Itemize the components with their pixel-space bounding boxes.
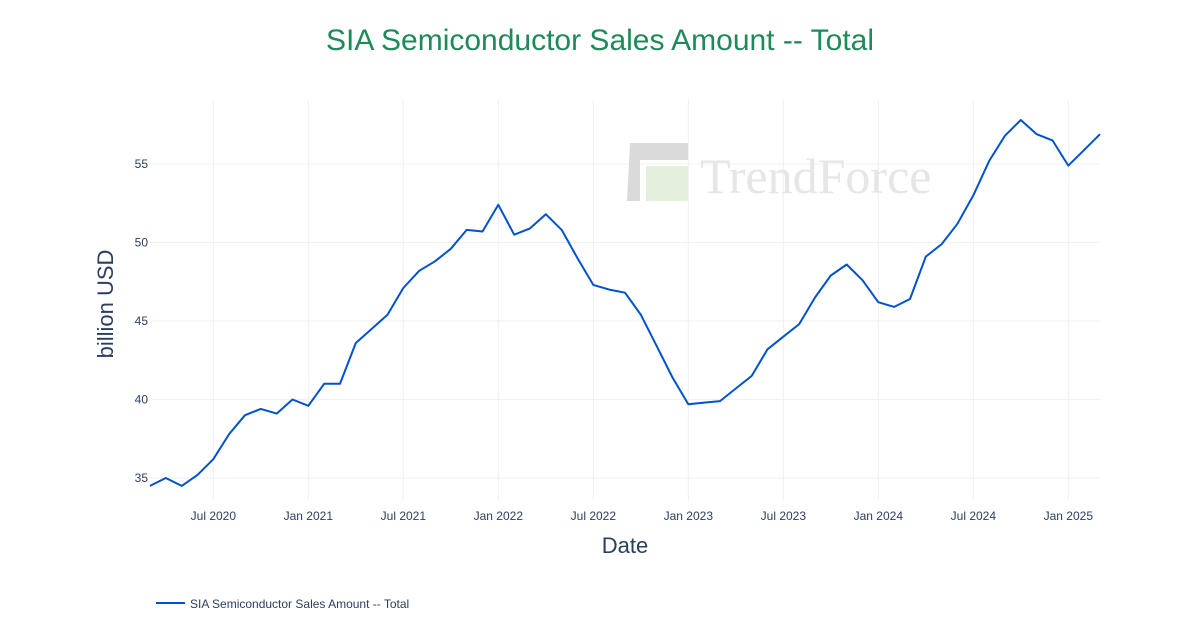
data-point[interactable] <box>527 225 533 231</box>
x-tick-label: Jul 2020 <box>191 509 237 523</box>
data-point[interactable] <box>1081 147 1087 153</box>
data-point[interactable] <box>448 246 454 252</box>
x-tick-label: Jul 2024 <box>951 509 997 523</box>
data-point[interactable] <box>654 343 660 349</box>
y-tick-labels: 35 40 45 50 55 <box>135 157 149 485</box>
data-point[interactable] <box>337 381 343 387</box>
y-tick-label: 45 <box>135 314 149 328</box>
data-point[interactable] <box>1002 133 1008 139</box>
data-point[interactable] <box>369 326 375 332</box>
data-point[interactable] <box>875 299 881 305</box>
y-tick-label: 35 <box>135 471 149 485</box>
data-point[interactable] <box>179 483 185 489</box>
data-point[interactable] <box>860 277 866 283</box>
trendforce-logo-icon <box>627 143 688 201</box>
data-point[interactable] <box>290 397 296 403</box>
data-point[interactable] <box>163 475 169 481</box>
x-axis-title: Date <box>602 533 648 558</box>
x-tick-label: Jul 2021 <box>381 509 427 523</box>
data-point[interactable] <box>1097 131 1103 137</box>
y-gridlines <box>150 163 1100 479</box>
data-point[interactable] <box>796 321 802 327</box>
data-point[interactable] <box>258 406 264 412</box>
data-point[interactable] <box>464 227 470 233</box>
data-point[interactable] <box>685 401 691 407</box>
chart-title: SIA Semiconductor Sales Amount -- Total <box>326 24 874 57</box>
data-point[interactable] <box>955 221 961 227</box>
data-point[interactable] <box>274 411 280 417</box>
data-point[interactable] <box>559 227 565 233</box>
x-tick-label: Jan 2023 <box>664 509 714 523</box>
data-point[interactable] <box>844 261 850 267</box>
data-point[interactable] <box>226 431 232 437</box>
data-point[interactable] <box>939 241 945 247</box>
data-point[interactable] <box>480 229 486 235</box>
data-point[interactable] <box>1065 163 1071 169</box>
data-point[interactable] <box>891 304 897 310</box>
data-point[interactable] <box>622 290 628 296</box>
data-point[interactable] <box>907 296 913 302</box>
data-point[interactable] <box>400 285 406 291</box>
data-point[interactable] <box>701 400 707 406</box>
x-tick-label: Jul 2023 <box>761 509 807 523</box>
data-point[interactable] <box>495 202 501 208</box>
data-point[interactable] <box>970 192 976 198</box>
data-point[interactable] <box>432 258 438 264</box>
data-point[interactable] <box>780 334 786 340</box>
data-point[interactable] <box>321 381 327 387</box>
data-point[interactable] <box>575 255 581 261</box>
data-point[interactable] <box>765 346 771 352</box>
y-axis-title: billion USD <box>93 250 118 359</box>
data-point[interactable] <box>749 373 755 379</box>
data-point[interactable] <box>543 211 549 217</box>
data-point[interactable] <box>986 158 992 164</box>
x-tick-labels: Jul 2020 Jan 2021 Jul 2021 Jan 2022 Jul 2022… <box>191 509 1094 523</box>
data-point[interactable] <box>416 268 422 274</box>
data-point[interactable] <box>511 232 517 238</box>
data-point[interactable] <box>923 254 929 260</box>
data-point[interactable] <box>606 287 612 293</box>
data-point[interactable] <box>717 398 723 404</box>
data-point[interactable] <box>670 375 676 381</box>
x-tick-label: Jan 2025 <box>1044 509 1094 523</box>
data-point[interactable] <box>1050 137 1056 143</box>
data-point[interactable] <box>733 386 739 392</box>
watermark-text: TrendForce <box>700 148 931 204</box>
y-tick-label: 55 <box>135 157 149 171</box>
x-tick-label: Jan 2022 <box>474 509 524 523</box>
data-point[interactable] <box>638 312 644 318</box>
x-tick-label: Jan 2021 <box>284 509 334 523</box>
data-point[interactable] <box>828 272 834 278</box>
data-point[interactable] <box>305 403 311 409</box>
x-tick-label: Jan 2024 <box>854 509 904 523</box>
data-point[interactable] <box>353 340 359 346</box>
data-point[interactable] <box>210 456 216 462</box>
trendforce-watermark: TrendForce <box>627 143 931 204</box>
data-point[interactable] <box>1034 131 1040 137</box>
legend[interactable]: SIA Semiconductor Sales Amount -- Total <box>156 597 409 611</box>
series-line-sia-total[interactable] <box>149 119 1101 487</box>
x-tick-label: Jul 2022 <box>571 509 617 523</box>
data-point[interactable] <box>590 282 596 288</box>
series-layer <box>149 117 1103 489</box>
y-tick-label: 50 <box>135 236 149 250</box>
data-point[interactable] <box>195 472 201 478</box>
x-gridlines <box>212 100 1069 500</box>
data-point[interactable] <box>242 412 248 418</box>
data-point[interactable] <box>385 312 391 318</box>
legend-label[interactable]: SIA Semiconductor Sales Amount -- Total <box>190 597 409 611</box>
data-point[interactable] <box>1018 117 1024 123</box>
data-point[interactable] <box>812 294 818 300</box>
y-tick-label: 40 <box>135 393 149 407</box>
